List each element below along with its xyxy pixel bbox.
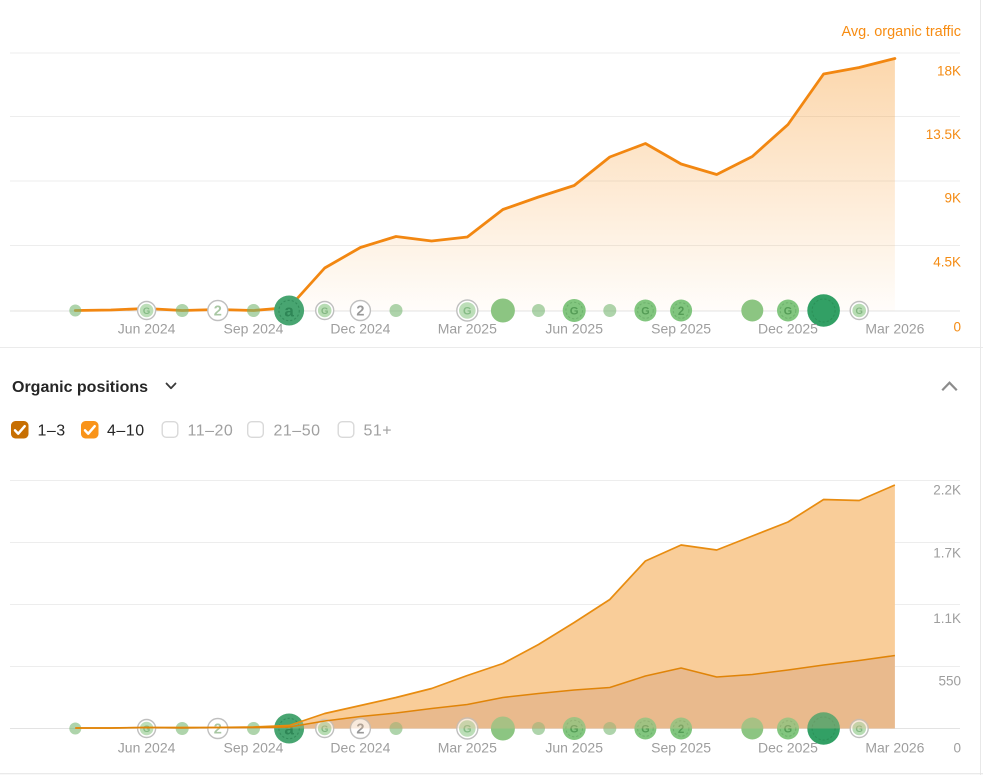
svg-text:G: G <box>143 306 150 317</box>
svg-text:Sep 2025: Sep 2025 <box>651 321 711 337</box>
svg-text:G: G <box>570 306 579 318</box>
svg-text:2: 2 <box>678 724 684 736</box>
svg-text:Avg. organic traffic: Avg. organic traffic <box>841 24 961 40</box>
svg-text:4.5K: 4.5K <box>933 255 961 270</box>
svg-text:Dec 2024: Dec 2024 <box>330 321 390 337</box>
svg-text:G: G <box>321 724 328 735</box>
svg-text:9K: 9K <box>944 191 961 206</box>
svg-text:2.2K: 2.2K <box>933 483 961 498</box>
svg-text:21–50: 21–50 <box>274 423 321 440</box>
svg-text:4–10: 4–10 <box>107 423 145 440</box>
svg-text:G: G <box>856 306 863 317</box>
svg-text:Jun 2024: Jun 2024 <box>118 321 176 337</box>
svg-text:Jun 2024: Jun 2024 <box>118 740 176 756</box>
svg-text:2: 2 <box>678 306 684 318</box>
svg-text:Mar 2025: Mar 2025 <box>438 740 497 756</box>
svg-text:Mar 2025: Mar 2025 <box>438 321 497 337</box>
svg-text:1.1K: 1.1K <box>933 611 961 626</box>
svg-text:G: G <box>784 723 792 735</box>
svg-text:G: G <box>463 305 472 317</box>
svg-text:18K: 18K <box>937 64 961 79</box>
svg-text:Organic positions: Organic positions <box>12 379 148 396</box>
svg-text:G: G <box>641 723 649 735</box>
svg-text:Dec 2025: Dec 2025 <box>758 321 818 337</box>
svg-text:2: 2 <box>214 304 222 320</box>
svg-text:Dec 2024: Dec 2024 <box>330 740 390 756</box>
svg-text:Sep 2024: Sep 2024 <box>224 321 284 337</box>
svg-text:G: G <box>641 305 649 317</box>
svg-text:G: G <box>856 724 863 735</box>
svg-text:1–3: 1–3 <box>38 423 66 440</box>
svg-text:1.7K: 1.7K <box>933 546 961 561</box>
svg-text:a: a <box>284 302 294 321</box>
svg-text:2: 2 <box>356 722 364 738</box>
svg-text:Sep 2025: Sep 2025 <box>651 740 711 756</box>
svg-text:2: 2 <box>214 722 222 738</box>
svg-text:Jun 2025: Jun 2025 <box>545 740 603 756</box>
svg-text:13.5K: 13.5K <box>926 127 961 142</box>
svg-text:G: G <box>570 724 579 736</box>
svg-text:G: G <box>321 306 328 317</box>
svg-text:Mar 2026: Mar 2026 <box>865 740 924 756</box>
svg-text:a: a <box>284 720 294 739</box>
svg-text:0: 0 <box>953 741 961 756</box>
svg-text:11–20: 11–20 <box>188 423 234 440</box>
svg-text:G: G <box>463 723 472 735</box>
svg-text:2: 2 <box>356 304 364 320</box>
svg-text:Mar 2026: Mar 2026 <box>865 321 924 337</box>
svg-text:G: G <box>143 724 150 735</box>
svg-text:550: 550 <box>938 674 961 689</box>
svg-text:Sep 2024: Sep 2024 <box>224 740 284 756</box>
svg-text:Dec 2025: Dec 2025 <box>758 740 818 756</box>
svg-text:Jun 2025: Jun 2025 <box>545 321 603 337</box>
svg-text:51+: 51+ <box>364 423 393 440</box>
svg-text:0: 0 <box>953 320 961 335</box>
svg-text:G: G <box>784 305 792 317</box>
